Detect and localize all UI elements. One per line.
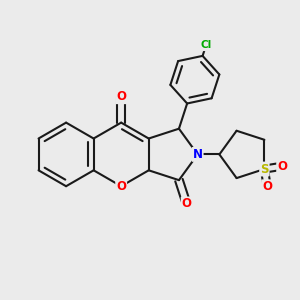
Text: Cl: Cl <box>200 40 212 50</box>
Text: N: N <box>193 148 202 161</box>
Text: O: O <box>182 197 192 210</box>
Text: O: O <box>116 90 126 103</box>
Text: O: O <box>262 180 272 193</box>
Text: S: S <box>260 163 269 176</box>
Text: O: O <box>277 160 287 173</box>
Text: O: O <box>116 180 126 193</box>
